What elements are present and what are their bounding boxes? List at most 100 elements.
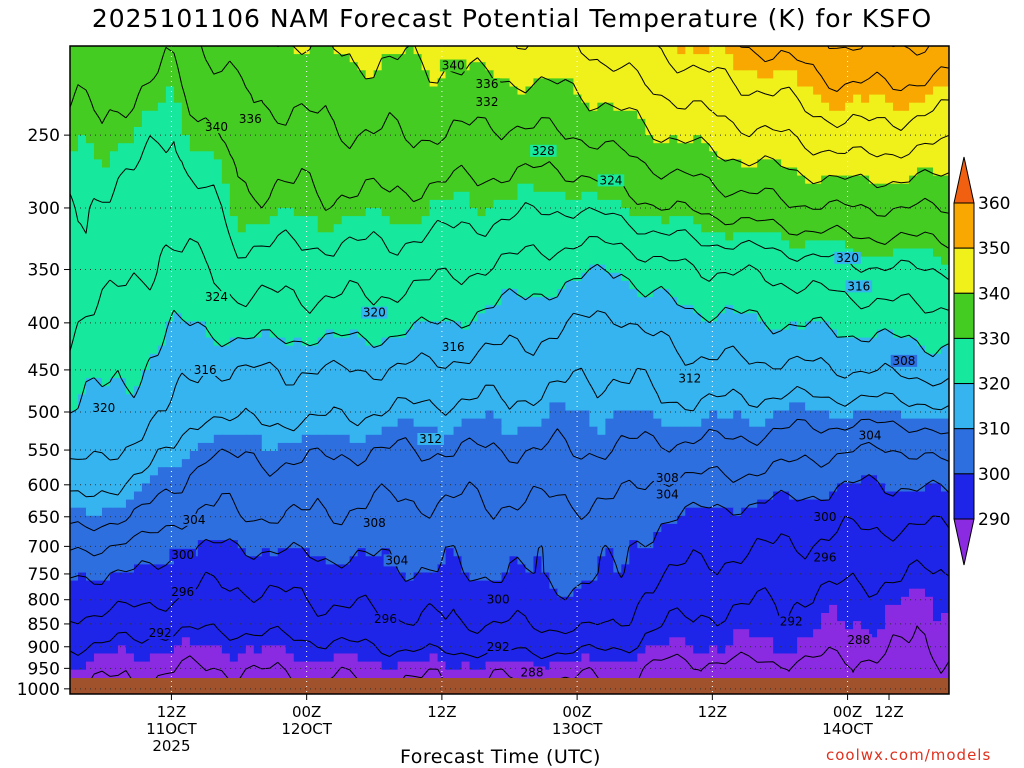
field-cell [581, 378, 591, 387]
field-cell [349, 86, 359, 96]
field-cell [805, 248, 814, 258]
field-cell [461, 110, 471, 120]
field-cell [613, 264, 622, 274]
field-cell [709, 191, 718, 201]
field-cell [285, 402, 295, 412]
field-cell [749, 167, 758, 177]
field-cell [581, 118, 591, 128]
field-cell [85, 402, 95, 412]
field-cell [405, 394, 415, 403]
field-cell [133, 280, 143, 290]
field-cell [293, 297, 303, 306]
field-cell [877, 78, 886, 88]
field-cell [589, 337, 598, 347]
field-cell [813, 337, 822, 347]
field-cell [485, 208, 495, 217]
field-cell [117, 264, 127, 274]
field-cell [909, 216, 918, 225]
field-cell [637, 94, 646, 104]
field-cell [165, 345, 175, 355]
field-cell [70, 345, 79, 355]
field-cell [77, 353, 87, 363]
field-cell [917, 402, 926, 412]
field-cell [709, 361, 718, 371]
field-cell [701, 337, 710, 347]
field-cell [453, 370, 463, 379]
field-cell [837, 361, 846, 371]
field-cell [189, 321, 199, 331]
field-cell [701, 394, 710, 403]
field-cell [173, 94, 183, 104]
field-cell [765, 70, 774, 79]
field-cell [885, 329, 894, 339]
field-cell [677, 313, 686, 322]
field-cell [829, 394, 838, 403]
field-cell [789, 46, 798, 55]
field-cell [141, 135, 151, 144]
field-cell [117, 305, 127, 314]
field-cell [437, 378, 447, 387]
field-cell [645, 167, 654, 177]
field-cell [941, 54, 949, 63]
field-cell [653, 289, 662, 298]
field-cell [125, 191, 135, 201]
field-cell [125, 289, 135, 298]
field-cell [517, 370, 527, 379]
field-cell [717, 118, 726, 128]
field-cell [405, 216, 415, 225]
field-cell [293, 394, 303, 403]
field-cell [765, 353, 774, 363]
field-cell [173, 208, 183, 217]
field-cell [341, 183, 351, 193]
field-cell [581, 143, 591, 152]
field-cell [85, 353, 95, 363]
field-cell [245, 167, 255, 177]
field-cell [317, 256, 327, 266]
field-cell [781, 167, 790, 177]
field-cell [589, 46, 598, 55]
field-cell [261, 110, 271, 120]
field-cell [509, 54, 519, 63]
field-cell [853, 127, 862, 136]
field-cell [221, 159, 231, 169]
field-cell [517, 54, 527, 63]
field-cell [181, 110, 191, 120]
field-cell [829, 54, 838, 63]
field-cell [725, 102, 734, 112]
field-cell [365, 70, 375, 79]
field-cell [869, 321, 878, 331]
field-cell [621, 280, 630, 290]
field-cell [909, 272, 918, 282]
field-cell [517, 329, 527, 339]
field-cell [317, 167, 327, 177]
field-cell [125, 135, 135, 144]
field-cell [285, 386, 295, 395]
field-cell [221, 70, 231, 79]
field-cell [573, 70, 583, 79]
field-cell [213, 167, 223, 177]
field-cell [157, 70, 167, 79]
field-cell [509, 208, 519, 217]
field-cell [157, 118, 167, 128]
field-cell [149, 345, 159, 355]
field-cell [645, 394, 654, 403]
field-cell [565, 110, 575, 120]
field-cell [861, 70, 870, 79]
field-cell [501, 135, 511, 144]
field-cell [717, 143, 726, 152]
field-cell [373, 370, 383, 379]
field-cell [461, 151, 471, 160]
field-cell [485, 264, 495, 274]
field-cell [357, 46, 367, 55]
field-cell [669, 361, 678, 371]
field-cell [501, 199, 511, 209]
field-cell [173, 224, 183, 233]
field-cell [413, 272, 423, 282]
field-cell [829, 70, 838, 79]
field-cell [605, 110, 614, 120]
field-cell [261, 135, 271, 144]
field-cell [853, 224, 862, 233]
field-cell [501, 248, 511, 258]
field-cell [117, 280, 127, 290]
field-cell [85, 370, 95, 379]
